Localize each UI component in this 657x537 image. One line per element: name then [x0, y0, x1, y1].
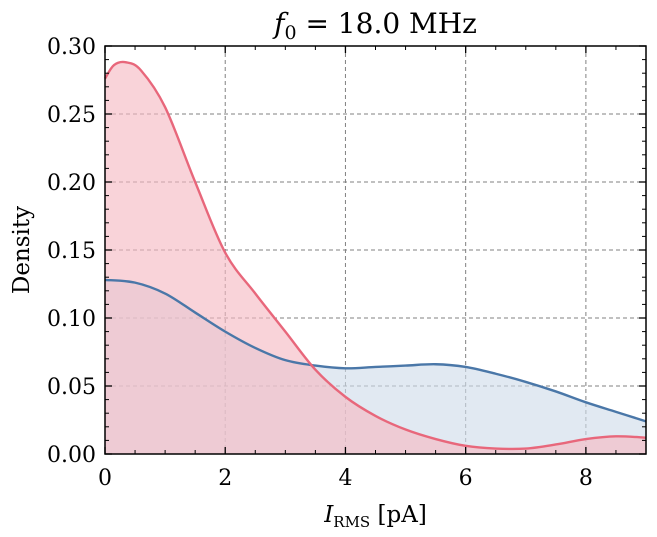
x-axis-label-rest: [pA] [370, 502, 427, 528]
x-tick-label: 0 [98, 466, 112, 491]
y-tick-label: 0.10 [47, 307, 96, 332]
x-axis-label: IRMS [pA] [323, 502, 427, 531]
y-tick-label: 0.05 [47, 375, 96, 400]
chart-title: f0 = 18.0 MHz [272, 7, 477, 44]
y-tick-label: 0.25 [47, 103, 96, 128]
x-tick-label: 8 [579, 466, 593, 491]
chart-title-sub: 0 [284, 22, 296, 44]
y-tick-label: 0.00 [47, 443, 96, 468]
tick-labels: 0 2 4 6 8 0.00 0.05 0.10 0.15 0.20 0.25 0.30 [47, 35, 593, 491]
x-tick-label: 6 [459, 466, 473, 491]
x-axis-label-var: I [323, 502, 334, 528]
density-curve-0 [104, 278, 647, 423]
y-tick-label: 0.15 [47, 239, 96, 264]
x-axis-label-sub: RMS [333, 513, 370, 531]
density-curve-1 [103, 60, 647, 451]
chart-title-rest: = 18.0 MHz [297, 7, 477, 40]
x-tick-label: 4 [338, 466, 352, 491]
axis-ticks [104, 45, 647, 455]
density-fill-1 [105, 61, 646, 454]
y-axis-label: Density [9, 206, 35, 294]
density-curves [103, 60, 647, 451]
x-tick-label: 2 [218, 466, 232, 491]
y-tick-label: 0.20 [47, 171, 96, 196]
y-tick-label: 0.30 [47, 35, 96, 60]
